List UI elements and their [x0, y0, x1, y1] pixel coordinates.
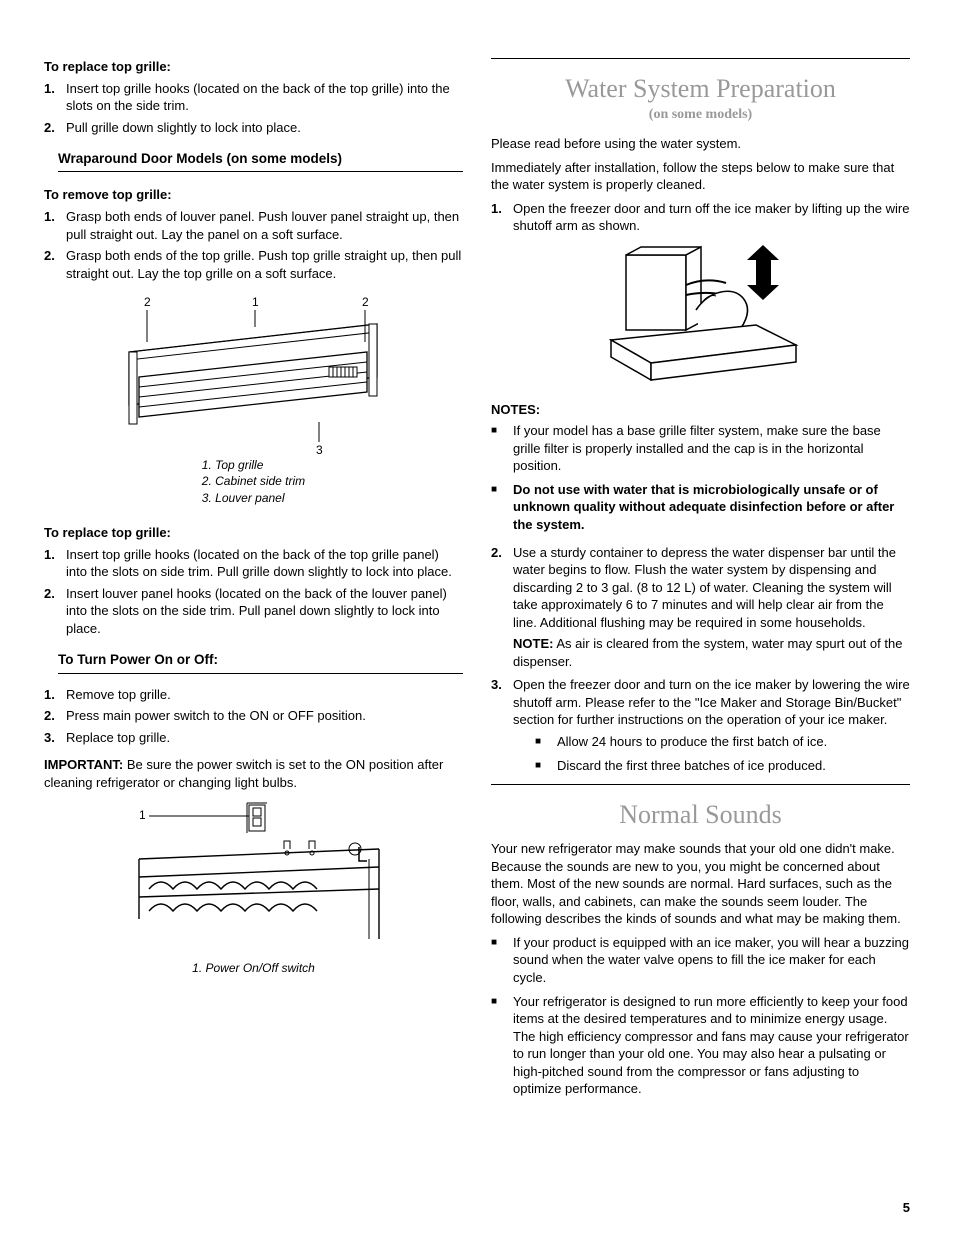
list-item: Pull grille down slightly to lock into p… — [44, 119, 463, 137]
important-note: IMPORTANT: Be sure the power switch is s… — [44, 756, 463, 791]
wraparound-heading: Wraparound Door Models (on some models) — [58, 150, 463, 172]
power-switch-caption: 1. Power On/Off switch — [192, 960, 315, 976]
power-switch-diagram: 1 — [44, 799, 463, 977]
normal-sounds-title: Normal Sounds — [491, 797, 910, 832]
intro-text: Please read before using the water syste… — [491, 135, 910, 153]
list-item: Allow 24 hours to produce the first batc… — [535, 733, 910, 751]
list-item: Grasp both ends of louver panel. Push lo… — [44, 208, 463, 243]
remove-grille-heading: To remove top grille: — [44, 186, 463, 204]
diagram-label: 1 — [252, 295, 259, 309]
list-item: Use a sturdy container to depress the wa… — [491, 544, 910, 671]
water-system-title: Water System Preparation — [491, 71, 910, 106]
remove-grille-steps: Grasp both ends of louver panel. Push lo… — [44, 208, 463, 282]
section-rule — [491, 784, 910, 785]
notes-heading: NOTES: — [491, 401, 910, 419]
grille-diagram-caption: 1. Top grille 2. Cabinet side trim 3. Lo… — [202, 457, 305, 506]
list-item: Your refrigerator is designed to run mor… — [491, 993, 910, 1098]
page-number: 5 — [903, 1199, 910, 1217]
power-heading: To Turn Power On or Off: — [58, 651, 463, 673]
normal-sounds-list: If your product is equipped with an ice … — [491, 934, 910, 1098]
replace-grille-steps-2: Insert top grille hooks (located on the … — [44, 546, 463, 638]
list-item: Insert louver panel hooks (located on th… — [44, 585, 463, 638]
left-column: To replace top grille: Insert top grille… — [44, 58, 463, 1108]
list-item: Replace top grille. — [44, 729, 463, 747]
list-item: Insert top grille hooks (located on the … — [44, 546, 463, 581]
replace-grille-steps-1: Insert top grille hooks (located on the … — [44, 80, 463, 137]
list-item: If your product is equipped with an ice … — [491, 934, 910, 987]
diagram-label: 2 — [362, 295, 369, 309]
power-steps: Remove top grille. Press main power swit… — [44, 686, 463, 747]
list-item: Grasp both ends of the top grille. Push … — [44, 247, 463, 282]
water-steps-2: Use a sturdy container to depress the wa… — [491, 544, 910, 775]
diagram-label: 2 — [144, 295, 151, 309]
normal-sounds-intro: Your new refrigerator may make sounds th… — [491, 840, 910, 928]
notes-list: If your model has a base grille filter s… — [491, 422, 910, 533]
list-item: If your model has a base grille filter s… — [491, 422, 910, 475]
list-item: Insert top grille hooks (located on the … — [44, 80, 463, 115]
diagram-label: 1 — [139, 808, 146, 822]
diagram-label: 3 — [316, 443, 323, 457]
list-item: Remove top grille. — [44, 686, 463, 704]
water-system-subtitle: (on some models) — [491, 106, 910, 125]
intro-text: Immediately after installation, follow t… — [491, 159, 910, 194]
list-item: Open the freezer door and turn on the ic… — [491, 676, 910, 774]
list-item: Press main power switch to the ON or OFF… — [44, 707, 463, 725]
replace-grille-heading-1: To replace top grille: — [44, 58, 463, 76]
grille-diagram: 2 1 2 — [44, 292, 463, 506]
section-rule — [491, 58, 910, 59]
ice-maker-diagram — [491, 245, 910, 395]
list-item: Open the freezer door and turn off the i… — [491, 200, 910, 235]
list-item: Do not use with water that is microbiolo… — [491, 481, 910, 534]
list-item: Discard the first three batches of ice p… — [535, 757, 910, 775]
water-steps-1: Open the freezer door and turn off the i… — [491, 200, 910, 235]
replace-grille-heading-2: To replace top grille: — [44, 524, 463, 542]
right-column: Water System Preparation (on some models… — [491, 58, 910, 1108]
step3-sublist: Allow 24 hours to produce the first batc… — [535, 733, 910, 774]
